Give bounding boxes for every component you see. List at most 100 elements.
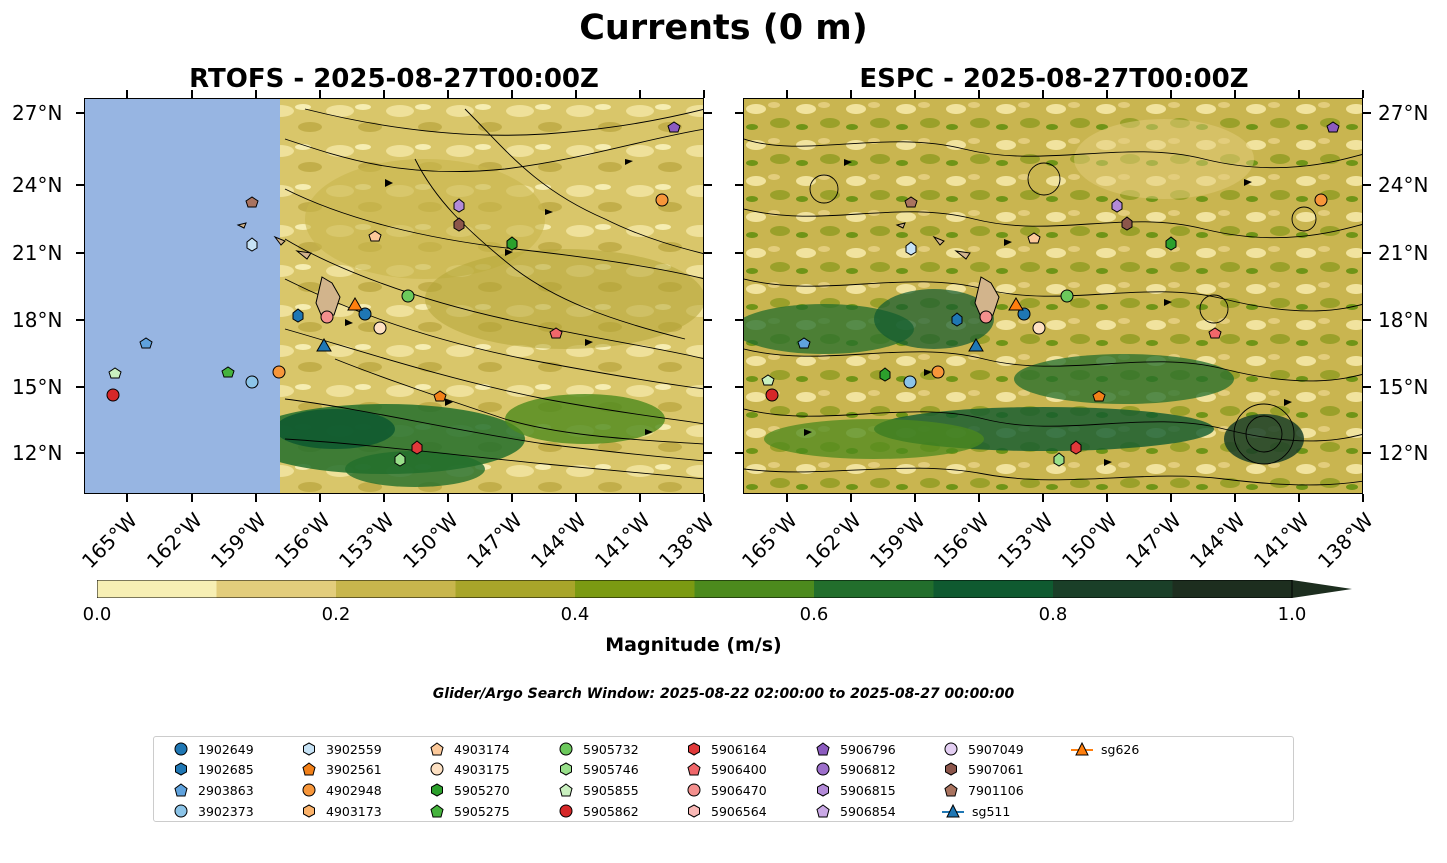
legend-label: 4903174 (454, 741, 510, 757)
legend-item: 4902948 (300, 780, 382, 800)
legend-item: 4903174 (428, 739, 510, 759)
masked-region (85, 99, 280, 493)
pentagon-marker-icon (428, 741, 454, 757)
legend-item: 5905732 (557, 739, 639, 759)
legend-label: 5906470 (711, 782, 767, 798)
legend-label: 2903863 (198, 782, 254, 798)
legend-item: 1902685 (172, 759, 254, 779)
legend-label: 5905862 (583, 803, 639, 819)
pentagon-marker-icon (300, 761, 326, 777)
legend-label: 1902649 (198, 741, 254, 757)
hexagon-marker-icon (428, 782, 454, 798)
rtofs-map[interactable] (84, 98, 704, 494)
legend-label: 3902373 (198, 803, 254, 819)
legend-label: 5905855 (583, 782, 639, 798)
colorbar-tick-0-2: 0.2 (321, 604, 351, 625)
legend-label: 5905275 (454, 803, 510, 819)
colorbar-tick-0-8: 0.8 (1038, 604, 1068, 625)
legend-label: 5907049 (968, 741, 1024, 757)
kauai-island-espc (932, 235, 945, 246)
lat-label-21n: 21°N (12, 241, 63, 265)
legend-item: 4903175 (428, 759, 510, 779)
colorbar-tick-0-6: 0.6 (799, 604, 829, 625)
colorbar-segment (694, 580, 815, 598)
lat-label-18n: 18°N (12, 308, 63, 332)
figure-title: Currents (0 m) (579, 8, 868, 48)
lat-label-12n: 12°N (12, 441, 63, 465)
legend-label: 5905270 (454, 782, 510, 798)
legend-label: 5906796 (840, 741, 896, 757)
espc-map[interactable] (743, 98, 1363, 494)
lat-label-27n: 27°N (12, 101, 63, 125)
legend-item: 5905275 (428, 801, 510, 821)
legend-label: 4903175 (454, 761, 510, 777)
legend-item: sg626 (1071, 739, 1139, 759)
search-window-text: Glider/Argo Search Window: 2025-08-22 02… (432, 686, 1015, 702)
lat-label-12n-right: 12°N (1378, 441, 1429, 465)
hawaii-big-island (315, 276, 341, 318)
circle-marker-icon (814, 761, 840, 777)
legend-item: 5906812 (814, 759, 896, 779)
circle-marker-icon (172, 803, 198, 819)
colorbar-tick-0: 0.0 (82, 604, 112, 625)
legend-item: 5906564 (685, 801, 767, 821)
pentagon-marker-icon (814, 741, 840, 757)
circle-marker-icon (300, 782, 326, 798)
hexagon-marker-icon (685, 803, 711, 819)
legend-item: 1902649 (172, 739, 254, 759)
axis-ticks (76, 90, 1371, 502)
lat-label-27n-right: 27°N (1378, 101, 1429, 125)
colorbar-segment (575, 580, 695, 598)
legend-item: 5906854 (814, 801, 896, 821)
pentagon-marker-icon (172, 782, 198, 798)
left-panel-title: RTOFS - 2025-08-27T00:00Z (189, 64, 599, 94)
niihau-island (236, 222, 247, 229)
lat-label-24n: 24°N (12, 173, 63, 197)
legend-label: 5906812 (840, 761, 896, 777)
legend-item: 5905862 (557, 801, 639, 821)
pentagon-marker-icon (557, 782, 583, 798)
legend-item: 5905270 (428, 780, 510, 800)
oahu-island (295, 250, 312, 260)
legend-label: sg511 (972, 803, 1011, 819)
hexagon-marker-icon (557, 761, 583, 777)
right-markers (761, 121, 1340, 467)
colorbar-segment (814, 580, 934, 598)
legend-item: 5906796 (814, 739, 896, 759)
legend-item: 3902561 (300, 759, 382, 779)
lat-label-15n: 15°N (12, 375, 63, 399)
legend-item: sg511 (942, 801, 1010, 821)
legend-item: 5905855 (557, 780, 639, 800)
streamlines-espc (744, 138, 1362, 486)
legend-label: sg626 (1101, 741, 1140, 757)
colorbar (97, 580, 1352, 598)
hexagon-marker-icon (300, 741, 326, 757)
legend-item: 3902373 (172, 801, 254, 821)
colorbar-segment (933, 580, 1054, 598)
colorbar-segment (336, 580, 456, 598)
legend-item: 5906815 (814, 780, 896, 800)
legend-item: 5906470 (685, 780, 767, 800)
legend-label: 5906564 (711, 803, 767, 819)
legend-item: 4903173 (300, 801, 382, 821)
espc-map-canvas (744, 99, 1362, 493)
rtofs-map-canvas (85, 99, 703, 493)
triangle-marker-icon (1071, 741, 1101, 757)
niihau-island-espc (895, 222, 906, 229)
legend-item: 5905746 (557, 759, 639, 779)
stream-arrows (345, 159, 653, 435)
legend-label: 3902561 (326, 761, 382, 777)
hawaii-big-island-espc (974, 276, 1000, 318)
legend-item: 7901106 (942, 780, 1024, 800)
legend-item: 5907049 (942, 739, 1024, 759)
lat-label-15n-right: 15°N (1378, 375, 1429, 399)
colorbar-tick-1-0: 1.0 (1277, 604, 1307, 625)
lat-label-24n-right: 24°N (1378, 173, 1429, 197)
legend-label: 5905732 (583, 741, 639, 757)
colorbar-segment (216, 580, 337, 598)
legend-label: 4903173 (326, 803, 382, 819)
pentagon-marker-icon (428, 803, 454, 819)
legend-item: 5906400 (685, 759, 767, 779)
legend-label: 5907061 (968, 761, 1024, 777)
colorbar-tick-0-4: 0.4 (560, 604, 590, 625)
